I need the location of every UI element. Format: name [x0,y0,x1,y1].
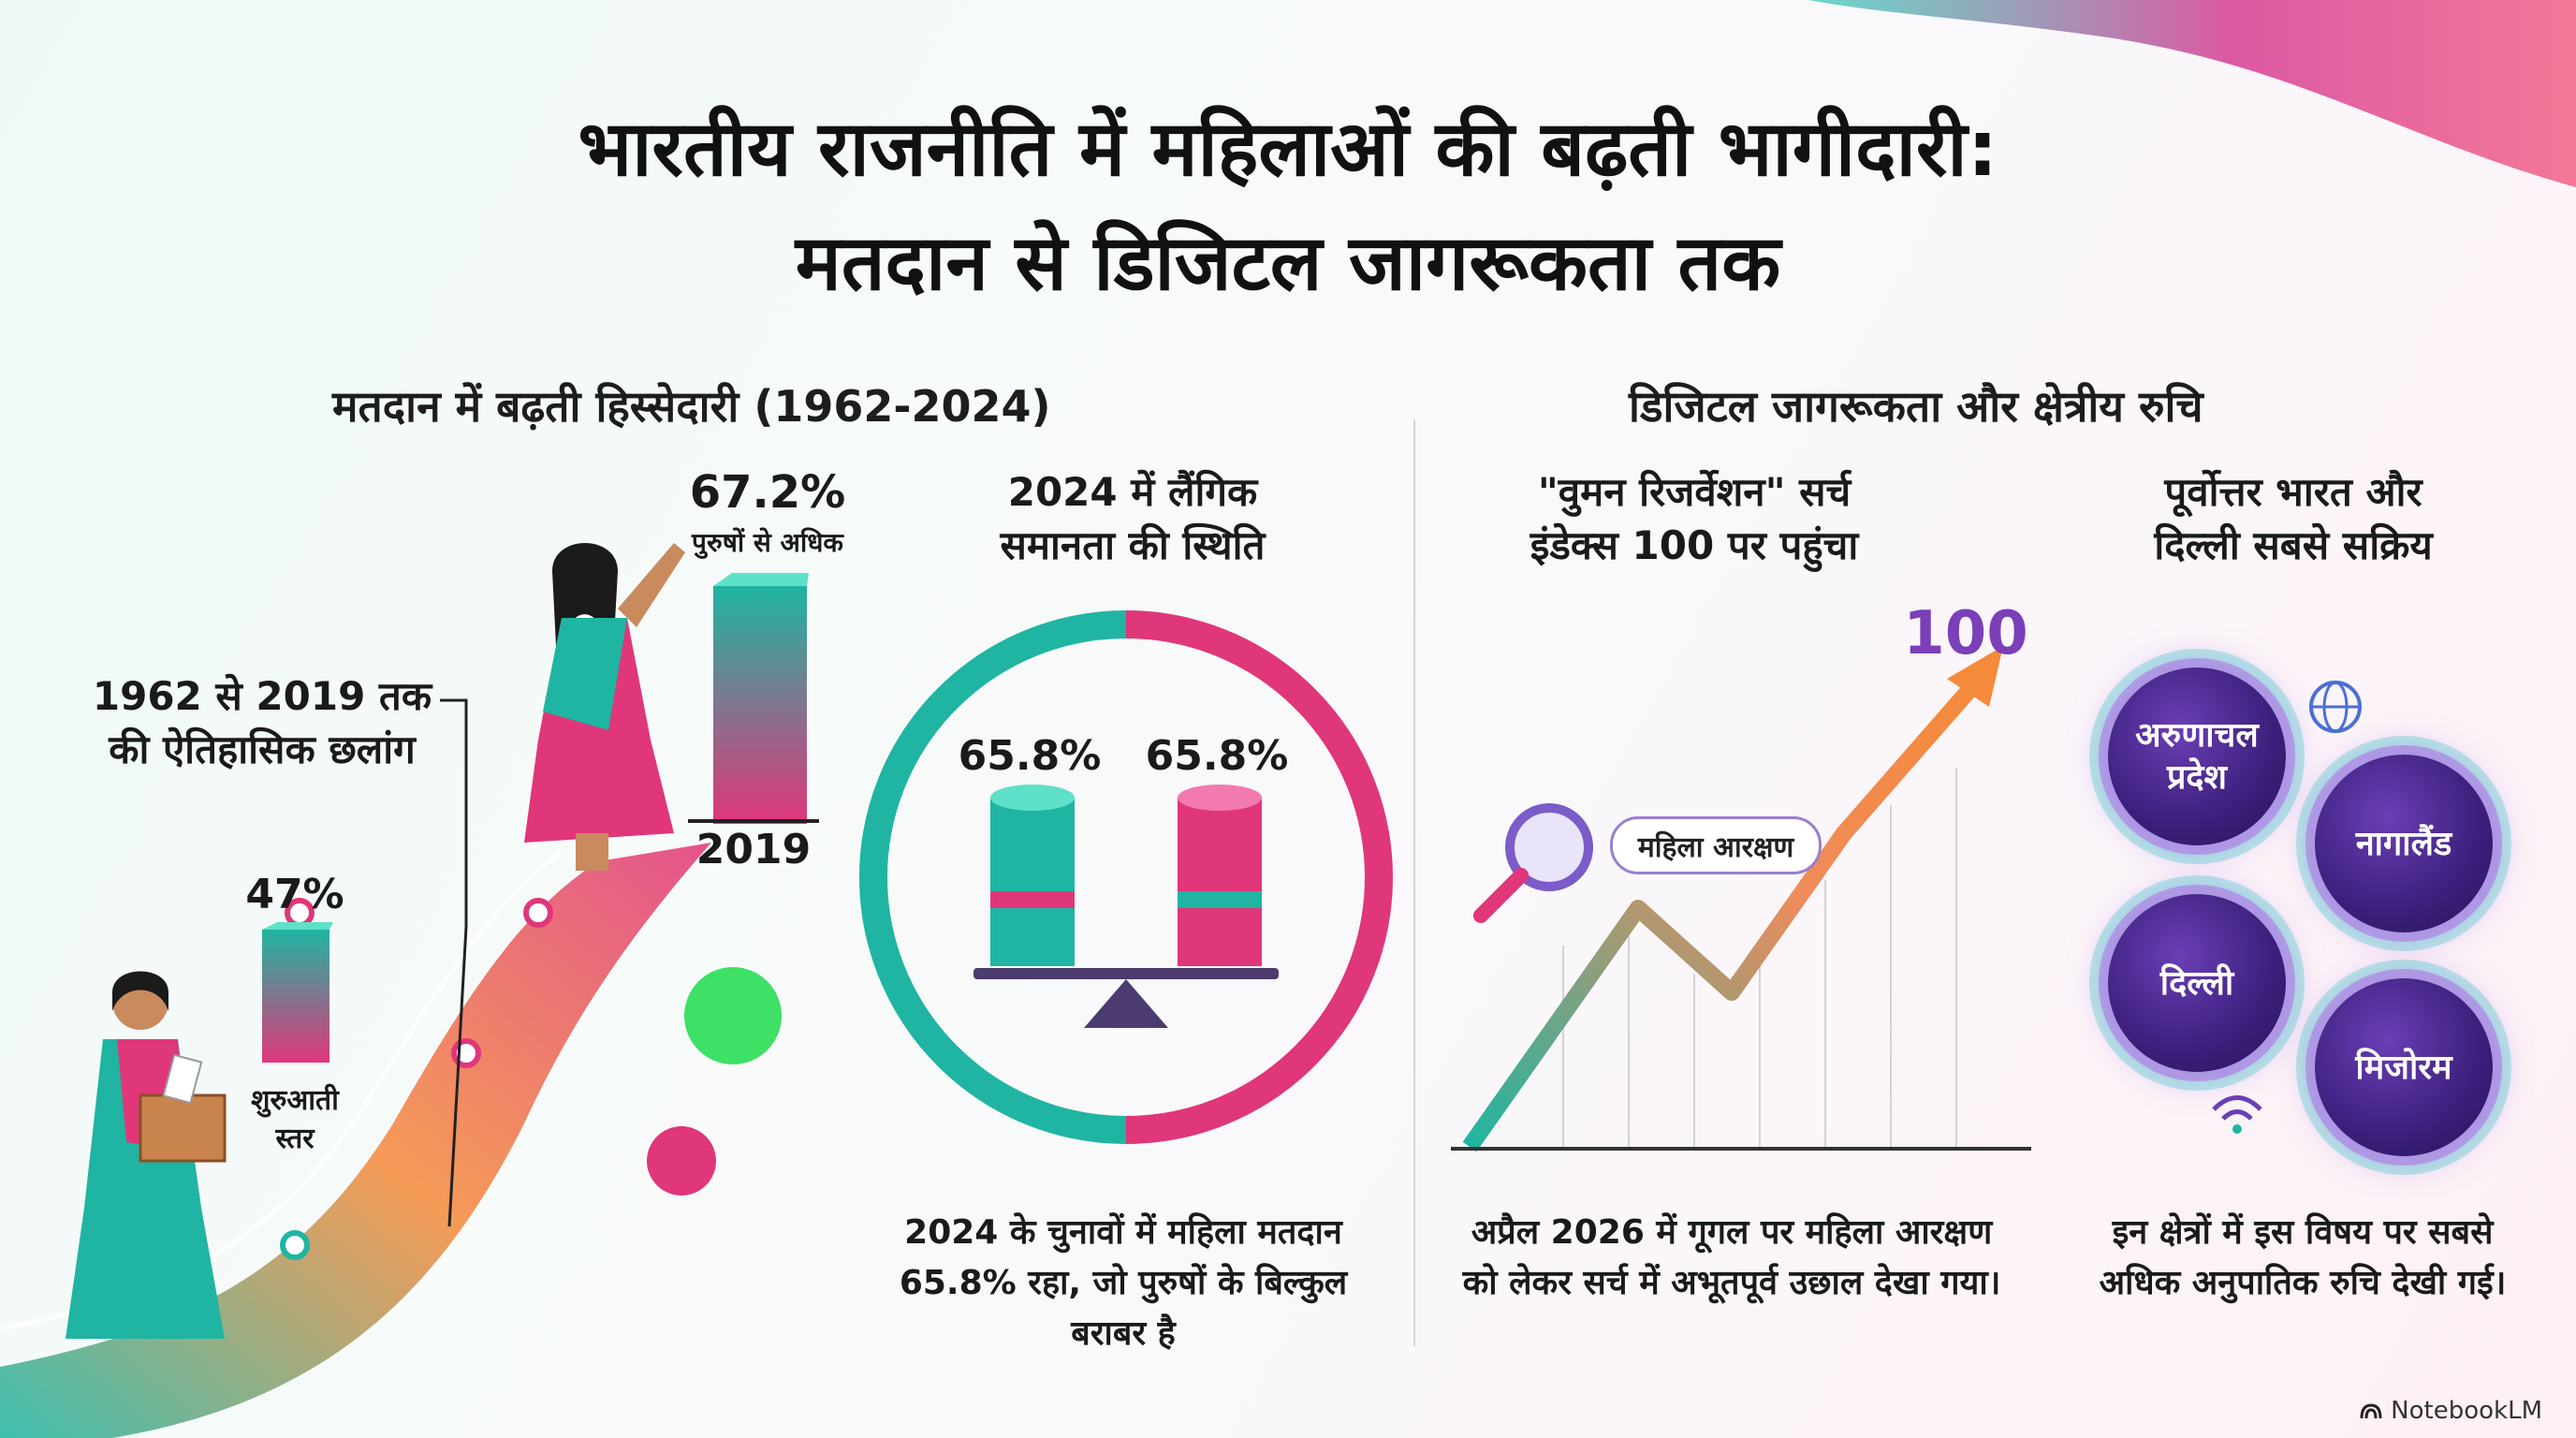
parity-heading-line2: समानता की स्थिति [1000,521,1266,568]
climbing-woman-illustration [524,543,685,871]
parity-left-value: 65.8% [958,732,1102,780]
regions-caption-line2: अधिक अनुपातिक रुचि देखी गई। [2099,1264,2507,1302]
left-section-heading: मतदान में बढ़ती हिस्सेदारी (1962-2024) [332,381,1051,432]
notebooklm-logo-icon [2360,1403,2382,1419]
voter-woman-illustration [66,971,227,1339]
end-bar-baseline [688,819,819,823]
start-label-line1: शुरुआती [251,1084,339,1117]
magnifier-icon [1473,803,1593,923]
end-value: 67.2% [689,466,846,519]
magenta-dot [647,1126,716,1196]
green-dot [684,967,782,1064]
parity-caption: 2024 के चुनावों में महिला मतदान 65.8% रह… [871,1208,1376,1359]
regions-caption: इन क्षेत्रों में इस विषय पर सबसे अधिक अन… [2069,1208,2537,1309]
start-label-line2: स्तर [275,1122,315,1155]
brand-name: NotebookLM [2391,1397,2542,1425]
search-heading-line1: "वुमन रिजर्वेशन" सर्च [1537,469,1852,515]
right-section-heading: डिजिटल जागरूकता और क्षेत्रीय रुचि [1629,381,2203,432]
timeline-marker-start [280,1230,310,1260]
end-year: 2019 [695,826,812,873]
start-value: 47% [245,871,344,918]
globe-icon [2309,681,2362,733]
search-term-box: महिला आरक्षण [1610,816,1822,874]
start-bar [262,922,333,1063]
parity-heading-line1: 2024 में लैंगिक [1007,469,1258,515]
wifi-icon [2212,1095,2262,1134]
search-heading-line2: इंडेक्स 100 पर पहुंचा [1530,521,1859,568]
regions-heading-line2: दिल्ली सबसे सक्रिय [2154,521,2433,568]
search-caption: अप्रैल 2026 में गूगल पर महिला आरक्षण को … [1442,1208,2022,1309]
leap-connector [440,698,468,1227]
region-arunachal: अरुणाचल प्रदेश [2108,668,2286,845]
regions-heading: पूर्वोत्तर भारत और दिल्ली सबसे सक्रिय [2059,466,2527,572]
leap-label: 1962 से 2019 तक की ऐतिहासिक छलांग [66,670,459,776]
decorative-wave [1808,0,2576,187]
parity-caption-line3: बराबर है [1071,1314,1176,1353]
end-sublabel: पुरुषों से अधिक [692,527,843,558]
main-title-line1: भारतीय राजनीति में महिलाओं की बढ़ती भागी… [578,105,1998,194]
start-label: शुरुआती स्तर [234,1082,356,1158]
leap-label-line1: 1962 से 2019 तक [92,673,432,719]
parity-ring [859,610,1393,1144]
search-caption-line2: को लेकर सर्च में अभूतपूर्व उछाल देखा गया… [1462,1264,2001,1302]
regions-heading-line1: पूर्वोत्तर भारत और [2164,469,2422,515]
parity-heading: 2024 में लैंगिक समानता की स्थिति [936,466,1329,572]
parity-caption-line1: 2024 के चुनावों में महिला मतदान [904,1213,1342,1252]
region-delhi: दिल्ली [2108,894,2286,1072]
timeline-marker-top [523,898,553,928]
section-divider [1413,419,1415,1346]
region-mizoram: मिजोरम [2315,978,2493,1156]
brand-badge: NotebookLM [2359,1397,2542,1425]
main-title-line2: मतदान से डिजिटल जागरूकता तक [795,219,1781,308]
parity-right-value: 65.8% [1145,732,1289,780]
search-heading: "वुमन रिजर्वेशन" सर्च इंडेक्स 100 पर पहु… [1442,466,1947,572]
end-bar [713,573,809,824]
parity-caption-line2: 65.8% रहा, जो पुरुषों के बिल्कुल [899,1264,1348,1302]
search-trend-chart [1451,646,2031,1152]
regions-caption-line1: इन क्षेत्रों में इस विषय पर सबसे [2112,1213,2494,1252]
search-caption-line1: अप्रैल 2026 में गूगल पर महिला आरक्षण [1471,1213,1993,1252]
leap-label-line2: की ऐतिहासिक छलांग [109,726,416,772]
peak-value: 100 [1903,599,2028,668]
region-nagaland: नागालैंड [2315,755,2493,932]
